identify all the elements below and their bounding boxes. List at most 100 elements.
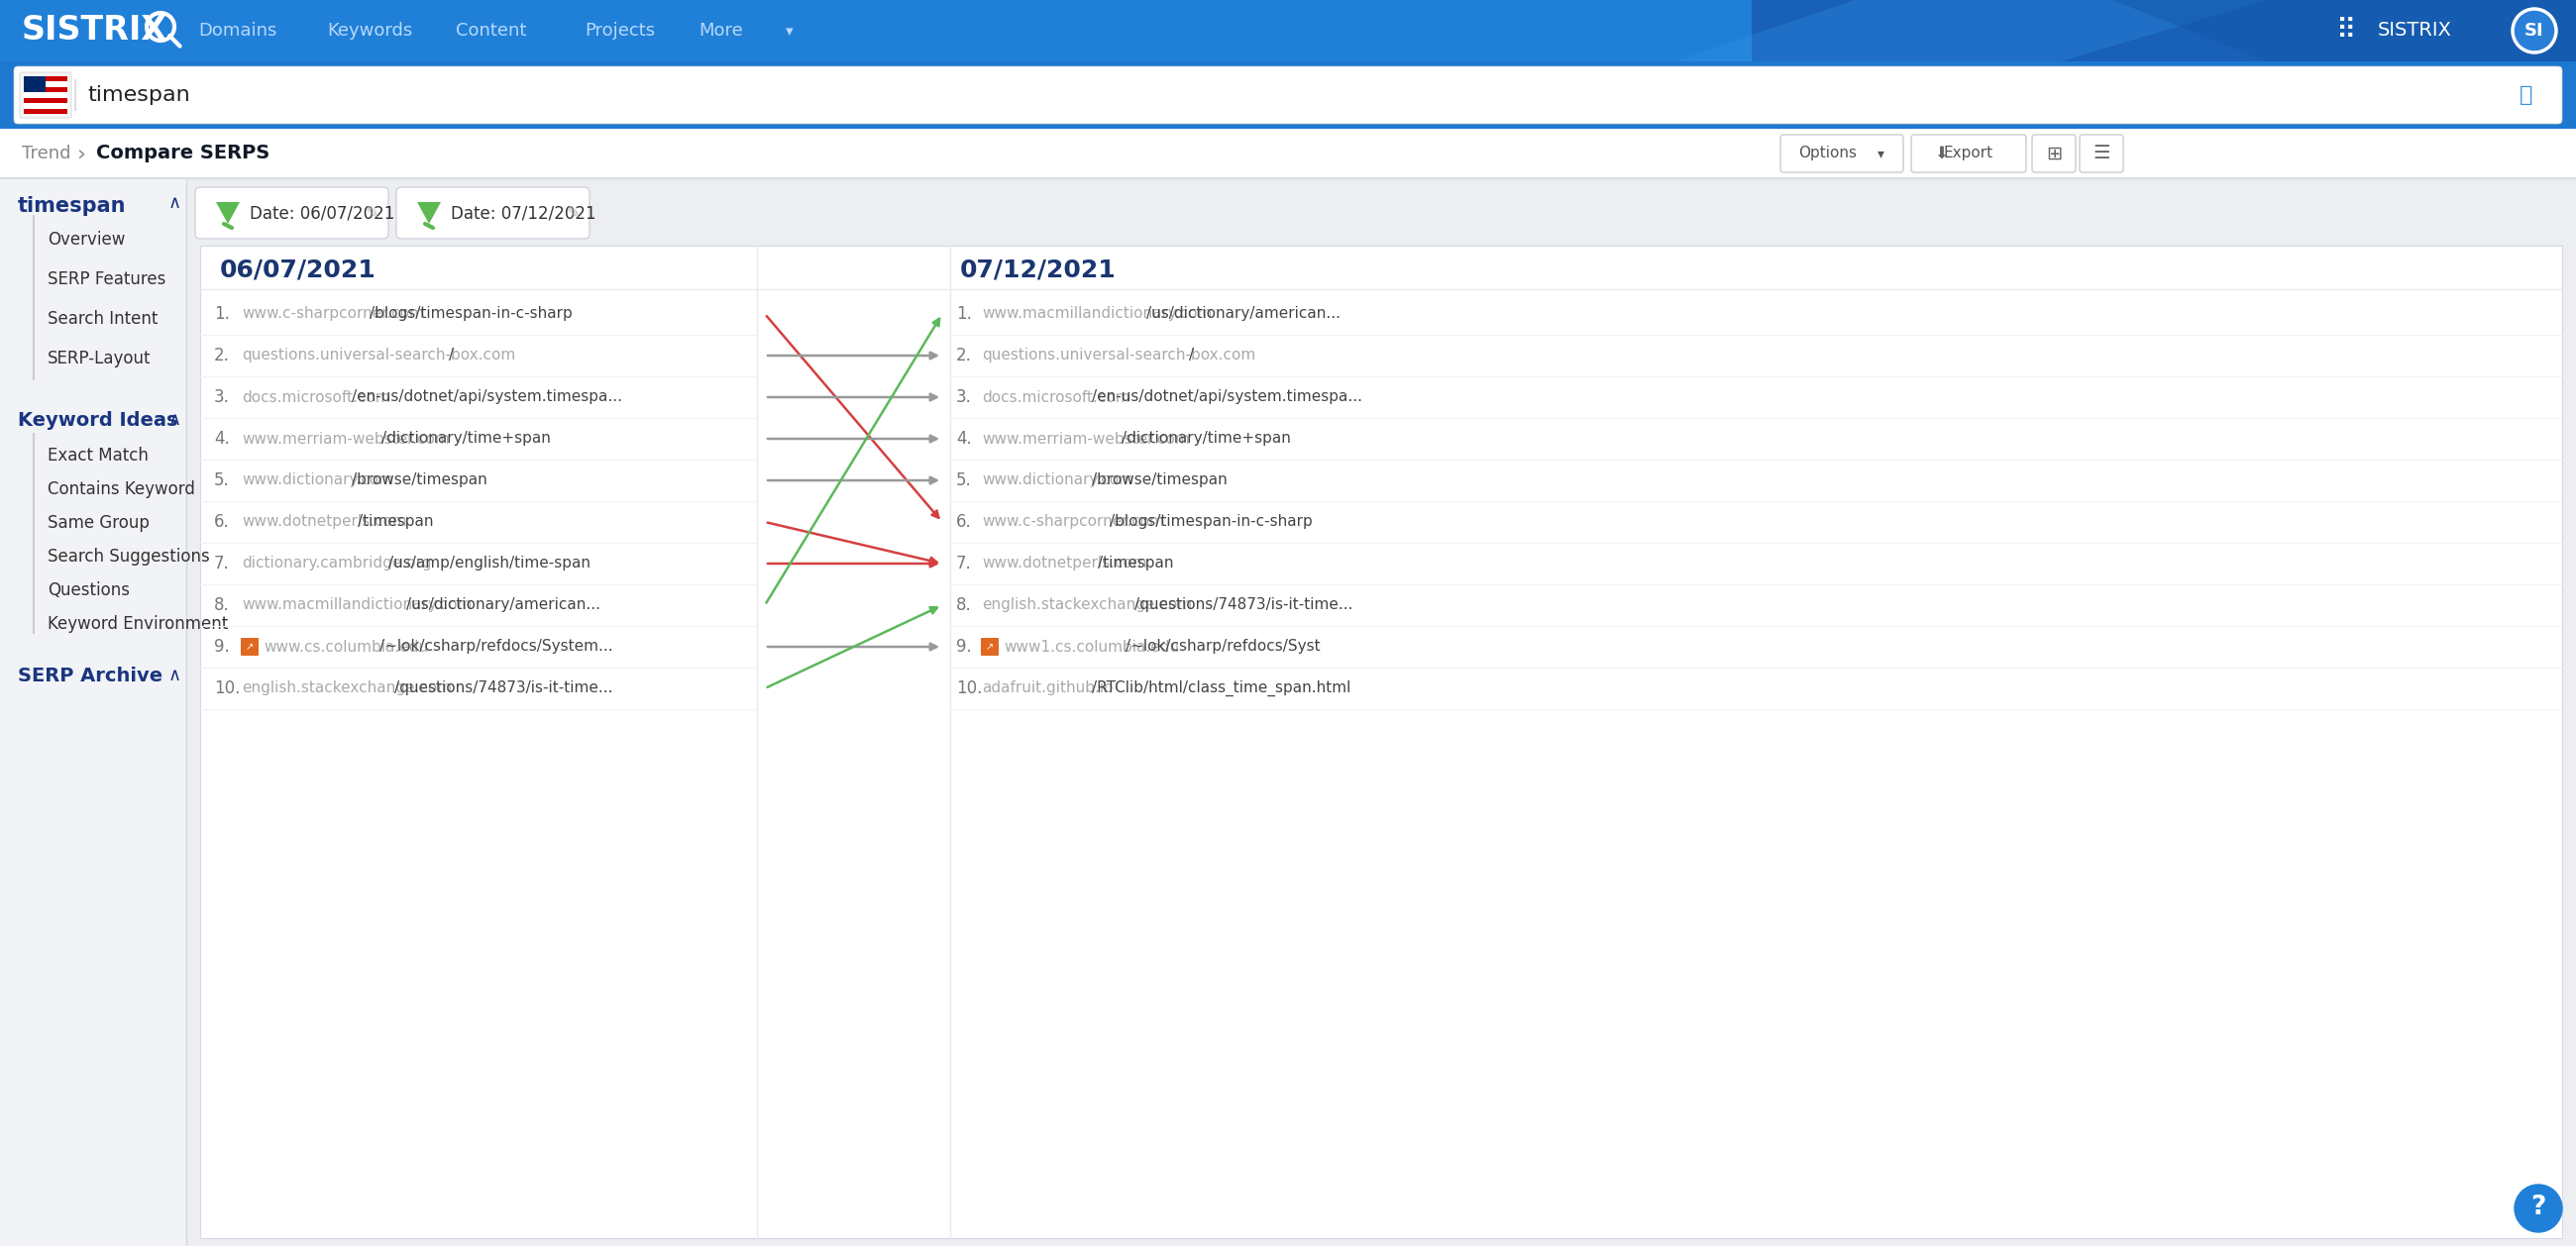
Text: 9.: 9.: [956, 638, 971, 655]
FancyBboxPatch shape: [2169, 0, 2202, 61]
Text: www.merriam-webster.com: www.merriam-webster.com: [242, 431, 451, 446]
Text: www1.cs.columbia.edu: www1.cs.columbia.edu: [1005, 639, 1180, 654]
Text: 4.: 4.: [214, 430, 229, 447]
FancyBboxPatch shape: [2401, 0, 2434, 61]
Text: /en-us/dotnet/api/system.timespa...: /en-us/dotnet/api/system.timespa...: [1092, 390, 1363, 405]
Text: /timespan: /timespan: [1097, 556, 1175, 571]
FancyBboxPatch shape: [981, 638, 999, 655]
Text: www.dictionary.com: www.dictionary.com: [242, 473, 394, 487]
Text: ☰: ☰: [2092, 145, 2110, 163]
FancyBboxPatch shape: [1793, 0, 1824, 61]
FancyBboxPatch shape: [2287, 0, 2318, 61]
FancyBboxPatch shape: [1909, 0, 1940, 61]
Text: Trend: Trend: [21, 145, 72, 162]
Text: /browse/timespan: /browse/timespan: [1092, 473, 1226, 487]
Text: timespan: timespan: [18, 196, 126, 216]
Text: ⊞: ⊞: [2045, 145, 2061, 163]
FancyBboxPatch shape: [2079, 135, 2123, 172]
FancyBboxPatch shape: [2200, 0, 2231, 61]
Text: /questions/74873/is-it-time...: /questions/74873/is-it-time...: [1133, 598, 1352, 613]
Text: Date: 06/07/2021: Date: 06/07/2021: [250, 204, 394, 222]
FancyBboxPatch shape: [201, 245, 2563, 1239]
Text: 5.: 5.: [956, 471, 971, 490]
Text: 07/12/2021: 07/12/2021: [961, 258, 1115, 282]
Text: SERP Features: SERP Features: [46, 270, 165, 288]
Text: Keyword Ideas: Keyword Ideas: [18, 410, 178, 430]
Text: Questions: Questions: [46, 582, 129, 599]
FancyBboxPatch shape: [2056, 0, 2087, 61]
Text: SISTRIX: SISTRIX: [21, 15, 167, 47]
Text: Export: Export: [1945, 146, 1994, 161]
Text: ∧: ∧: [167, 411, 180, 429]
Text: Date: 07/12/2021: Date: 07/12/2021: [451, 204, 595, 222]
Text: adafruit.github.io: adafruit.github.io: [981, 682, 1113, 695]
Text: ▾: ▾: [1878, 147, 1886, 161]
FancyBboxPatch shape: [0, 178, 185, 1246]
Text: /questions/74873/is-it-time...: /questions/74873/is-it-time...: [394, 682, 613, 695]
Text: Content: Content: [456, 21, 526, 40]
FancyBboxPatch shape: [23, 76, 46, 92]
Text: Overview: Overview: [46, 231, 126, 249]
FancyBboxPatch shape: [1780, 135, 1904, 172]
Text: 10.: 10.: [214, 679, 240, 698]
Text: Same Group: Same Group: [46, 515, 149, 532]
Text: 3.: 3.: [956, 389, 971, 406]
FancyBboxPatch shape: [1561, 0, 1592, 61]
FancyBboxPatch shape: [1880, 0, 1911, 61]
FancyBboxPatch shape: [13, 66, 2563, 123]
Text: 🔍: 🔍: [2519, 85, 2532, 105]
FancyBboxPatch shape: [2344, 0, 2375, 61]
Text: More: More: [698, 21, 742, 40]
FancyBboxPatch shape: [23, 97, 67, 103]
Text: SERP-Layout: SERP-Layout: [46, 350, 152, 368]
Text: 6.: 6.: [956, 513, 971, 531]
Text: ↗: ↗: [245, 642, 252, 652]
FancyBboxPatch shape: [1996, 0, 2027, 61]
Text: english.stackexchange.com: english.stackexchange.com: [981, 598, 1193, 613]
Text: ✎: ✎: [567, 204, 580, 222]
FancyBboxPatch shape: [1736, 0, 1767, 61]
FancyBboxPatch shape: [23, 76, 67, 82]
FancyBboxPatch shape: [2432, 0, 2463, 61]
FancyBboxPatch shape: [2372, 0, 2403, 61]
Text: Search Intent: Search Intent: [46, 310, 157, 328]
FancyBboxPatch shape: [2141, 0, 2172, 61]
Polygon shape: [2112, 0, 2576, 61]
FancyBboxPatch shape: [23, 87, 67, 92]
Text: Search Suggestions: Search Suggestions: [46, 548, 209, 566]
FancyBboxPatch shape: [1417, 0, 1448, 61]
Text: 3.: 3.: [214, 389, 229, 406]
FancyBboxPatch shape: [397, 187, 590, 239]
Text: Compare SERPS: Compare SERPS: [95, 145, 270, 163]
Text: www.c-sharpcorner.com: www.c-sharpcorner.com: [242, 307, 425, 321]
FancyBboxPatch shape: [1940, 0, 1971, 61]
Text: 6.: 6.: [214, 513, 229, 531]
Text: www.dotnetperls.com: www.dotnetperls.com: [242, 515, 407, 530]
Text: /: /: [1190, 348, 1195, 363]
FancyBboxPatch shape: [2460, 0, 2491, 61]
Text: ↗: ↗: [987, 642, 994, 652]
FancyBboxPatch shape: [23, 92, 67, 97]
FancyBboxPatch shape: [21, 72, 72, 118]
FancyBboxPatch shape: [1824, 0, 1855, 61]
Text: 10.: 10.: [956, 679, 981, 698]
FancyBboxPatch shape: [240, 638, 258, 655]
Text: 8.: 8.: [214, 597, 229, 614]
Text: SISTRIX: SISTRIX: [2378, 21, 2452, 40]
FancyBboxPatch shape: [1504, 0, 1535, 61]
FancyBboxPatch shape: [1852, 0, 1883, 61]
FancyBboxPatch shape: [1968, 0, 1999, 61]
Text: docs.microsoft.com: docs.microsoft.com: [981, 390, 1131, 405]
Text: /blogs/timespan-in-c-sharp: /blogs/timespan-in-c-sharp: [1110, 515, 1314, 530]
Text: /~lok/csharp/refdocs/Syst: /~lok/csharp/refdocs/Syst: [1126, 639, 1321, 654]
FancyBboxPatch shape: [2228, 0, 2259, 61]
FancyBboxPatch shape: [1649, 0, 1680, 61]
FancyBboxPatch shape: [0, 128, 2576, 178]
FancyBboxPatch shape: [1765, 0, 1795, 61]
FancyBboxPatch shape: [2112, 0, 2143, 61]
Text: questions.universal-search-box.com: questions.universal-search-box.com: [981, 348, 1255, 363]
Text: Keyword Environment: Keyword Environment: [46, 616, 229, 633]
FancyBboxPatch shape: [2488, 0, 2519, 61]
Text: www.cs.columbia.edu: www.cs.columbia.edu: [263, 639, 428, 654]
FancyBboxPatch shape: [1620, 0, 1651, 61]
